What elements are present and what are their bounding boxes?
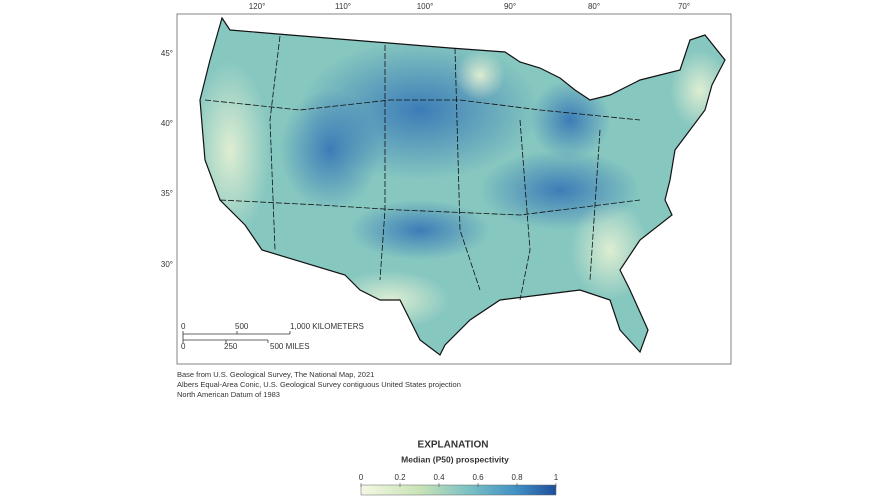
colorbar-tick-label: 0 xyxy=(359,473,364,482)
explanation-subtitle: Median (P50) prospectivity xyxy=(401,454,509,464)
source-line: North American Datum of 1983 xyxy=(177,390,280,399)
colorbar-tick-label: 0.4 xyxy=(433,473,445,482)
colorbar-tick-label: 0.6 xyxy=(472,473,484,482)
source-notes: Base from U.S. Geological Survey, The Na… xyxy=(177,370,461,399)
latitude-label: 45° xyxy=(161,49,173,58)
longitude-labels: 120° 110° 100° 90° 80° 70° xyxy=(249,2,690,11)
latitude-label: 30° xyxy=(161,260,173,269)
longitude-label: 90° xyxy=(504,2,516,11)
scale-label: 1,000 KILOMETERS xyxy=(290,322,364,331)
longitude-label: 100° xyxy=(417,2,434,11)
longitude-label: 120° xyxy=(249,2,266,11)
latitude-label: 35° xyxy=(161,189,173,198)
scale-bar: 0 500 1,000 KILOMETERS 0 250 500 MILES xyxy=(181,322,364,351)
scale-label: 250 xyxy=(224,342,238,351)
colorbar-ticks: 0 0.2 0.4 0.6 0.8 1 xyxy=(359,473,559,487)
explanation-title: EXPLANATION xyxy=(418,440,489,451)
country-outline xyxy=(199,16,726,356)
longitude-label: 110° xyxy=(335,2,351,11)
scale-label: 0 xyxy=(181,342,186,351)
longitude-label: 70° xyxy=(678,2,690,11)
scale-label: 500 xyxy=(235,322,249,331)
state-borders xyxy=(204,35,641,301)
colorbar-tick-label: 1 xyxy=(554,473,559,482)
scale-label: 500 MILES xyxy=(270,342,310,351)
scale-label: 0 xyxy=(181,322,186,331)
colorbar-tick-label: 0.8 xyxy=(511,473,523,482)
colorbar xyxy=(360,484,557,496)
latitude-labels: 45° 40° 35° 30° xyxy=(161,49,173,269)
source-line: Base from U.S. Geological Survey, The Na… xyxy=(177,370,374,379)
colorbar-tick-label: 0.2 xyxy=(394,473,406,482)
latitude-label: 40° xyxy=(161,119,173,128)
longitude-label: 80° xyxy=(588,2,600,11)
source-line: Albers Equal-Area Conic, U.S. Geological… xyxy=(177,380,461,389)
